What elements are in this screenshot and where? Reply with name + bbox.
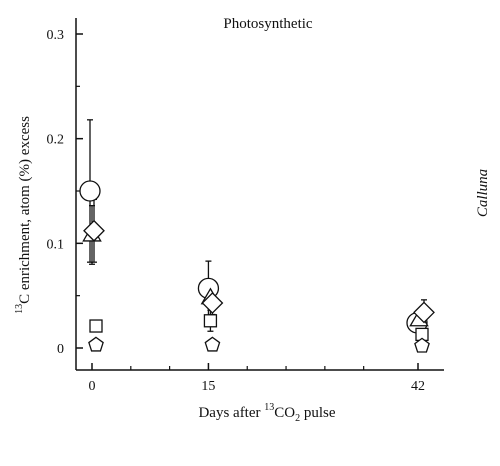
x-axis-label-sup: 13 [264,402,274,413]
x-axis-label-chem: CO [274,405,295,421]
pentagon-marker [414,337,430,353]
x-axis-label-text: Days after [198,405,264,421]
axes [75,18,444,371]
side-label: Calluna [475,169,491,217]
pentagon-marker [204,336,221,352]
square-marker [89,319,103,333]
x-tick-label: 15 [201,379,215,394]
y-tick-label: 0.1 [47,237,65,252]
y-axis-label: 13C enrichment, atom (%) excess [14,116,33,314]
tick-layer: 0 0.1 0.2 0.3 0 15 42 [47,28,426,394]
marker-layer [79,180,435,353]
y-axis-label-sup: 13 [14,304,25,314]
diamond-marker [201,292,224,314]
circle-marker [79,180,101,202]
square-marker [203,314,218,328]
diamond-marker [83,219,105,242]
y-tick-label: 0 [57,342,64,357]
x-tick-label: 0 [89,379,96,394]
y-tick-label: 0.3 [47,28,65,43]
x-tick-label: 42 [411,379,425,394]
x-axis-label-tail: pulse [300,405,336,421]
y-tick-label: 0.2 [47,133,65,148]
pentagon-marker [88,336,104,352]
y-axis-label-text: C enrichment, atom (%) excess [17,116,33,304]
diamond-marker [413,301,435,324]
x-axis-label-sub: 2 [295,413,300,424]
x-axis-label: Days after 13CO2 pulse [198,402,335,424]
chart-title: Photosynthetic [223,16,313,32]
errorbar-layer [87,119,427,332]
